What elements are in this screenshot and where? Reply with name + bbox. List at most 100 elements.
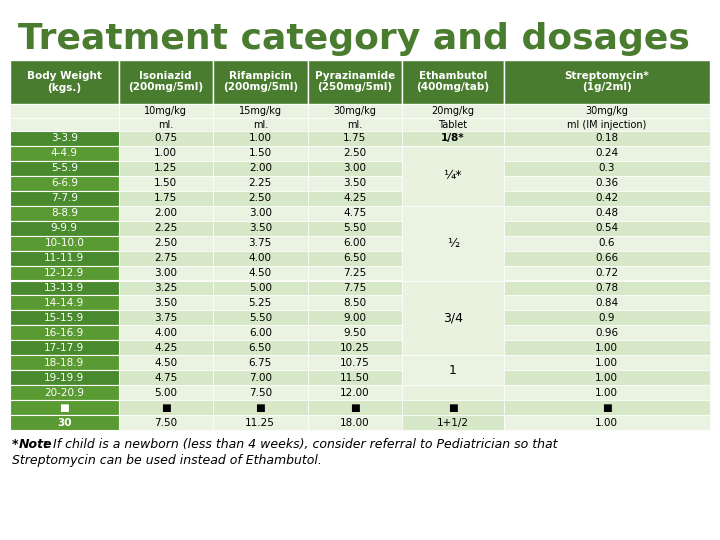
Text: ml.: ml. xyxy=(347,119,362,130)
Bar xyxy=(503,176,710,191)
Text: 0.78: 0.78 xyxy=(595,283,618,293)
Text: 0.48: 0.48 xyxy=(595,208,618,218)
Text: 1/8*: 1/8* xyxy=(441,133,464,144)
Bar xyxy=(213,235,307,251)
Text: 18-18.9: 18-18.9 xyxy=(44,357,84,368)
Text: ml.: ml. xyxy=(253,119,268,130)
Text: 8-8.9: 8-8.9 xyxy=(50,208,78,218)
Text: 10.75: 10.75 xyxy=(340,357,369,368)
Bar xyxy=(10,415,119,430)
Text: 20mg/kg: 20mg/kg xyxy=(431,106,474,116)
Bar xyxy=(10,161,119,176)
Text: 4.25: 4.25 xyxy=(343,193,366,203)
Text: 4.00: 4.00 xyxy=(154,328,177,338)
Text: ■: ■ xyxy=(448,403,458,413)
Bar xyxy=(402,355,503,385)
Bar xyxy=(213,340,307,355)
Text: (200mg/5ml): (200mg/5ml) xyxy=(222,82,298,92)
Bar xyxy=(307,415,402,430)
Bar xyxy=(402,385,503,400)
Text: 3.00: 3.00 xyxy=(248,208,271,218)
Bar xyxy=(119,161,213,176)
Bar xyxy=(10,370,119,385)
Text: 1.00: 1.00 xyxy=(595,388,618,397)
Text: 7.50: 7.50 xyxy=(154,417,177,428)
Bar xyxy=(307,325,402,340)
Text: 10mg/kg: 10mg/kg xyxy=(144,106,187,116)
Bar xyxy=(402,60,503,104)
Text: 1.50: 1.50 xyxy=(154,178,177,188)
Bar xyxy=(119,104,213,118)
Bar xyxy=(119,310,213,325)
Text: 5.50: 5.50 xyxy=(248,313,272,323)
Bar xyxy=(402,400,503,415)
Text: 4.75: 4.75 xyxy=(343,208,366,218)
Text: 1.00: 1.00 xyxy=(248,133,271,144)
Bar xyxy=(402,206,503,280)
Text: 6.00: 6.00 xyxy=(248,328,271,338)
Text: 5.50: 5.50 xyxy=(343,223,366,233)
Bar xyxy=(307,251,402,266)
Bar xyxy=(307,118,402,131)
Bar xyxy=(213,370,307,385)
Text: 2.00: 2.00 xyxy=(248,164,271,173)
Text: ■: ■ xyxy=(59,403,69,413)
Text: 9.50: 9.50 xyxy=(343,328,366,338)
Bar xyxy=(503,325,710,340)
Text: 7-7.9: 7-7.9 xyxy=(50,193,78,203)
Text: 2.75: 2.75 xyxy=(154,253,177,263)
Text: 30mg/kg: 30mg/kg xyxy=(333,106,376,116)
Bar xyxy=(307,370,402,385)
Bar xyxy=(10,251,119,266)
Text: 6.50: 6.50 xyxy=(343,253,366,263)
Bar xyxy=(119,176,213,191)
Bar xyxy=(10,191,119,206)
Text: 20-20.9: 20-20.9 xyxy=(44,388,84,397)
Bar xyxy=(307,310,402,325)
Text: 10-10.0: 10-10.0 xyxy=(45,238,84,248)
Bar xyxy=(503,415,710,430)
Text: 0.24: 0.24 xyxy=(595,148,618,158)
Text: 3.75: 3.75 xyxy=(154,313,177,323)
Bar xyxy=(503,266,710,280)
Text: 3.00: 3.00 xyxy=(154,268,177,278)
Bar xyxy=(307,206,402,221)
Text: ■: ■ xyxy=(602,403,611,413)
Text: 13-13.9: 13-13.9 xyxy=(44,283,84,293)
Text: 2.50: 2.50 xyxy=(343,148,366,158)
Bar xyxy=(213,385,307,400)
Text: 0.9: 0.9 xyxy=(598,313,615,323)
Bar xyxy=(10,280,119,295)
Bar xyxy=(119,340,213,355)
Bar xyxy=(10,385,119,400)
Text: 7.00: 7.00 xyxy=(248,373,271,383)
Bar xyxy=(213,104,307,118)
Text: 5.00: 5.00 xyxy=(154,388,177,397)
Text: ½: ½ xyxy=(446,237,459,249)
Bar xyxy=(503,251,710,266)
Bar xyxy=(503,235,710,251)
Bar xyxy=(503,161,710,176)
Bar xyxy=(307,266,402,280)
Text: *: * xyxy=(12,438,19,451)
Text: 7.75: 7.75 xyxy=(343,283,366,293)
Text: 7.25: 7.25 xyxy=(343,268,366,278)
Text: 0.72: 0.72 xyxy=(595,268,618,278)
Bar xyxy=(503,104,710,118)
Text: 1.00: 1.00 xyxy=(595,343,618,353)
Bar xyxy=(10,325,119,340)
Text: Isoniazid: Isoniazid xyxy=(140,71,192,81)
Text: 19-19.9: 19-19.9 xyxy=(44,373,84,383)
Text: Body Weight
(kgs.): Body Weight (kgs.) xyxy=(27,71,102,93)
Bar xyxy=(213,266,307,280)
Text: 2.25: 2.25 xyxy=(248,178,272,188)
Text: Treatment category and dosages: Treatment category and dosages xyxy=(18,22,690,56)
Text: ■: ■ xyxy=(256,403,265,413)
Text: 0.84: 0.84 xyxy=(595,298,618,308)
Bar xyxy=(307,235,402,251)
Bar xyxy=(10,118,119,131)
Bar xyxy=(213,310,307,325)
Bar xyxy=(402,104,503,118)
Bar xyxy=(10,310,119,325)
Text: Rifampicin: Rifampicin xyxy=(229,71,292,81)
